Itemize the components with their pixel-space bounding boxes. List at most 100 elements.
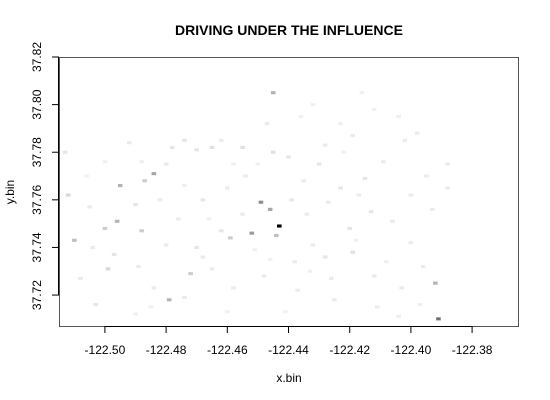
heatmap-cell — [87, 205, 92, 209]
heatmap-cell — [78, 276, 83, 280]
heatmap-cell — [163, 162, 169, 166]
heatmap-cell — [390, 219, 395, 223]
heatmap-cell — [399, 286, 405, 290]
heatmap-cell — [182, 184, 187, 188]
heatmap-cell — [341, 150, 346, 154]
heatmap-cell — [142, 179, 147, 183]
heatmap-cell — [283, 310, 288, 314]
heatmap-cell — [325, 200, 331, 204]
heatmap-cell — [295, 288, 300, 292]
heatmap-cell — [371, 107, 377, 111]
heatmap-cell — [433, 281, 438, 285]
heatmap-cell — [231, 286, 236, 290]
heatmap-cell — [430, 207, 435, 211]
heatmap-cell — [136, 264, 141, 269]
heatmap-cell — [169, 145, 175, 149]
x-axis: -122.50 -122.48 -122.46 -122.44 -122.42 -122.… — [85, 326, 493, 357]
x-tick-label: -122.46 — [207, 343, 248, 357]
heatmap-cell — [350, 134, 356, 138]
y-tick-label: 37.80 — [30, 89, 44, 119]
heatmap-cell — [148, 305, 154, 309]
heatmap-cell — [176, 217, 181, 221]
heatmap-cell — [90, 245, 95, 249]
heatmap-cell — [362, 176, 368, 180]
heatmap-cell — [298, 114, 304, 119]
heatmap-cell — [436, 317, 441, 321]
heatmap-cell — [218, 229, 224, 233]
heatmap-cell — [310, 103, 316, 107]
heatmap-cell — [273, 233, 279, 238]
heatmap-cell — [139, 160, 144, 164]
x-tick-label: -122.38 — [452, 343, 493, 357]
y-axis-title: y.bin — [3, 180, 17, 204]
heatmap-cell — [151, 172, 157, 176]
heatmap-cell — [84, 174, 89, 178]
heatmap-cell — [353, 238, 359, 242]
heatmap-cell — [182, 295, 187, 299]
heatmap-cell — [111, 253, 117, 257]
heatmap-cell — [114, 219, 120, 223]
x-axis-title: x.bin — [276, 371, 301, 385]
heatmap-cell — [166, 298, 172, 302]
heatmap-cell — [396, 314, 401, 319]
heatmap-cell — [255, 162, 261, 166]
heatmap-cell — [206, 217, 212, 221]
heatmap-cell — [261, 274, 267, 278]
heatmap-cell — [445, 186, 450, 190]
chart-title: DRIVING UNDER THE INFLUENCE — [175, 22, 403, 38]
heatmap-cell — [264, 122, 270, 126]
heatmap-cell — [194, 245, 199, 249]
heatmap-cell — [384, 260, 389, 264]
heatmap-cell — [133, 203, 138, 207]
x-tick-label: -122.42 — [329, 343, 370, 357]
heatmap-cell — [225, 310, 230, 314]
heatmap-cell — [368, 210, 374, 214]
heatmap-cell — [332, 298, 337, 302]
heatmap-cell — [338, 122, 343, 126]
heatmap-cell — [209, 145, 215, 149]
heatmap-cell — [228, 236, 233, 240]
heatmap-cell — [258, 200, 264, 204]
heatmap-cell — [93, 303, 99, 307]
heatmap-cell — [62, 150, 68, 154]
x-tick-label: -122.40 — [391, 343, 432, 357]
heatmap-cell — [316, 162, 322, 166]
heatmap-cell — [292, 260, 297, 264]
heatmap-cell — [417, 303, 423, 307]
y-tick-label: 37.74 — [30, 232, 44, 262]
x-tick-label: -122.50 — [85, 343, 126, 357]
x-tick-label: -122.48 — [146, 343, 187, 357]
heatmap-cell — [270, 91, 276, 95]
heatmap-cell — [356, 193, 362, 197]
heatmap-cell — [423, 174, 429, 178]
heatmap-cell — [381, 160, 386, 164]
heatmap-cell — [225, 186, 230, 190]
heatmap-cell — [105, 267, 111, 271]
heatmap-cell — [240, 212, 245, 216]
heatmap-cell — [157, 198, 163, 202]
heatmap-cell — [408, 193, 414, 197]
heatmap-cell — [240, 145, 245, 149]
heatmap-cell — [338, 186, 343, 190]
heatmap-cell — [304, 212, 310, 216]
heatmap-cell — [188, 272, 193, 276]
heatmap-cell — [267, 207, 273, 211]
heatmap-cell — [414, 131, 420, 135]
heatmap-cell — [139, 229, 144, 233]
heatmap-cell — [277, 224, 282, 228]
heatmap-cell — [408, 241, 414, 245]
heatmap-cell — [270, 150, 276, 154]
heatmap-cell — [301, 179, 307, 183]
heatmap-cell — [127, 141, 132, 145]
heatmap-cell — [200, 198, 206, 202]
heatmap-cell — [102, 160, 108, 164]
y-tick-label: 37.76 — [30, 184, 44, 214]
heatmap-cell — [322, 255, 328, 259]
y-tick-label: 37.78 — [30, 137, 44, 167]
y-axis: 37.72 37.74 37.76 37.78 37.80 37.82 — [30, 42, 59, 310]
heatmap-cell — [151, 286, 157, 290]
heatmap-cell — [231, 162, 236, 166]
heatmap-cell — [359, 91, 365, 95]
